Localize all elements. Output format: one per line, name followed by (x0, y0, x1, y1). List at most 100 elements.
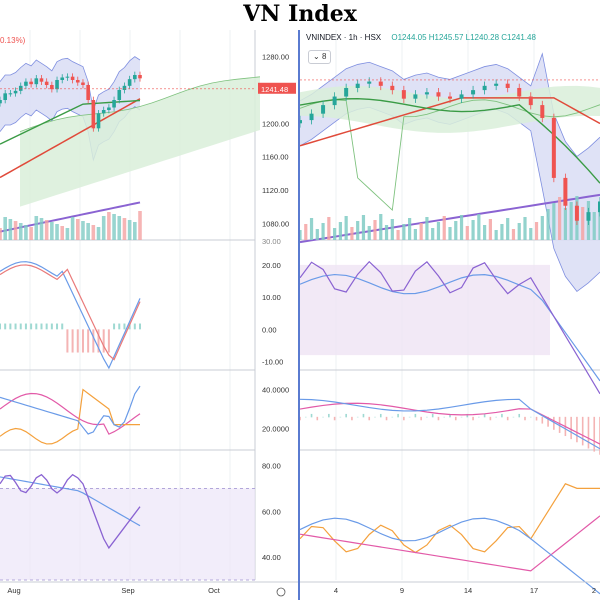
volume-bar (300, 230, 302, 240)
adx-histogram-bar (529, 416, 532, 418)
candle-body (401, 90, 406, 99)
time-axis-label: Aug (7, 586, 20, 595)
adx-histogram-bar (368, 416, 371, 421)
candle-body (598, 201, 600, 213)
volume-bar (402, 224, 406, 240)
macd-histogram-bar (40, 323, 43, 330)
adx-histogram-bar (581, 416, 584, 446)
chikou-span-line (300, 99, 600, 211)
candle-body (448, 96, 452, 99)
candle-body (8, 93, 13, 95)
macd-histogram-bar (97, 329, 100, 353)
candle-body (505, 83, 510, 88)
volume-bar (70, 217, 75, 240)
macd-histogram-bar (35, 323, 38, 330)
volume-bar (75, 219, 80, 240)
candle-body (86, 85, 90, 100)
candle-body (540, 105, 545, 118)
macd-histogram-bar (113, 323, 116, 330)
adx-histogram-bar (351, 416, 353, 421)
ma-purple-line (300, 193, 600, 244)
volume-bar (96, 227, 101, 240)
adx-histogram-bar (587, 416, 590, 449)
right-chart-panel[interactable]: 4 9 14 17 2 VNINDEX · 1h · HSX O1244.05 H124… (300, 30, 600, 600)
right-chart-svg[interactable]: 4 9 14 17 2 (300, 30, 600, 600)
volume-bar (390, 219, 394, 240)
left-chart-panel[interactable]: 1280.001240.001200.001160.001120.001080.… (0, 30, 298, 600)
candle-body (413, 94, 418, 99)
adx-histogram-bar (576, 416, 578, 443)
timezone-settings-icon (276, 587, 286, 597)
pane-divider[interactable] (298, 30, 300, 600)
adx-histogram-bar (408, 416, 411, 418)
candle-body (344, 87, 349, 97)
volume-bar (511, 229, 516, 240)
candle-body (586, 212, 591, 221)
candle-body (309, 113, 314, 121)
candle-body (355, 83, 360, 88)
candle-body (494, 83, 499, 86)
candle-body (122, 85, 127, 90)
volume-bar (138, 211, 142, 240)
volume-bar (419, 223, 423, 240)
volume-bar (18, 223, 23, 240)
left-chart-svg[interactable]: 1280.001240.001200.001160.001120.001080.… (0, 30, 298, 600)
indicators-count-chip[interactable]: ⌄ 8 (308, 50, 332, 64)
time-axis-label: 9 (400, 586, 404, 595)
cloud-span-a (19, 76, 261, 133)
candle-body (574, 205, 579, 221)
adx-histogram-bar (478, 416, 480, 418)
macd-histogram-bar (0, 323, 1, 330)
candle-body (138, 75, 142, 79)
left-change-label: 0.13%) (0, 36, 26, 45)
candle-body (459, 94, 464, 99)
macd-histogram-bar (107, 329, 110, 353)
stoch-signal-line (300, 517, 600, 595)
price-tick-label: 1080.00 (262, 219, 289, 228)
adx-histogram-bar (547, 416, 549, 427)
right-legend-header: VNINDEX · 1h · HSX O1244.05 H1245.57 L12… (306, 33, 536, 42)
candle-body (50, 85, 54, 90)
candle-body (517, 87, 522, 97)
macd-histogram-bar (50, 323, 53, 330)
candle-body (424, 92, 429, 95)
adx-histogram-bar (362, 413, 365, 418)
price-tick-label: 1160.00 (262, 153, 289, 162)
volume-bar (379, 214, 383, 240)
macd-histogram-bar (118, 323, 121, 330)
candle-body (44, 81, 49, 85)
candle-body (65, 76, 70, 78)
candle-body (3, 93, 7, 100)
adx-histogram-bar (316, 416, 319, 421)
volume-bar (436, 222, 441, 240)
volume-bar (598, 206, 600, 240)
volume-bar (304, 224, 308, 240)
volume-bar (112, 214, 116, 240)
time-axis-label: Oct (208, 586, 221, 595)
adx-histogram-bar (420, 416, 422, 421)
macd-signal-line (300, 260, 600, 395)
adx-histogram-bar (333, 416, 336, 421)
volume-bar (34, 216, 39, 240)
volume-bar (13, 221, 18, 240)
volume-bar (91, 225, 96, 240)
candle-body (55, 80, 59, 90)
volume-bar (107, 212, 111, 240)
macd-tick-label: -10.00 (262, 358, 283, 367)
candle-body (300, 120, 302, 124)
candle-body (101, 110, 106, 114)
volume-bar (65, 228, 70, 240)
volume-bar (483, 225, 487, 240)
di-plus-line (0, 385, 141, 435)
ohlc-label: O1244.05 H1245.57 L1240.28 C1241.48 (391, 33, 536, 42)
rsi-ma-line (0, 476, 141, 527)
candle-body (528, 96, 533, 106)
adx-histogram-bar (483, 413, 486, 418)
adx-histogram-bar (512, 416, 515, 418)
time-axis-label: Sep (121, 586, 134, 595)
macd-histogram-bar (92, 329, 95, 353)
volume-bar (408, 218, 412, 240)
price-tick-label: 1280.00 (262, 53, 289, 62)
volume-bar (558, 197, 562, 240)
adx-histogram-bar (593, 416, 596, 452)
